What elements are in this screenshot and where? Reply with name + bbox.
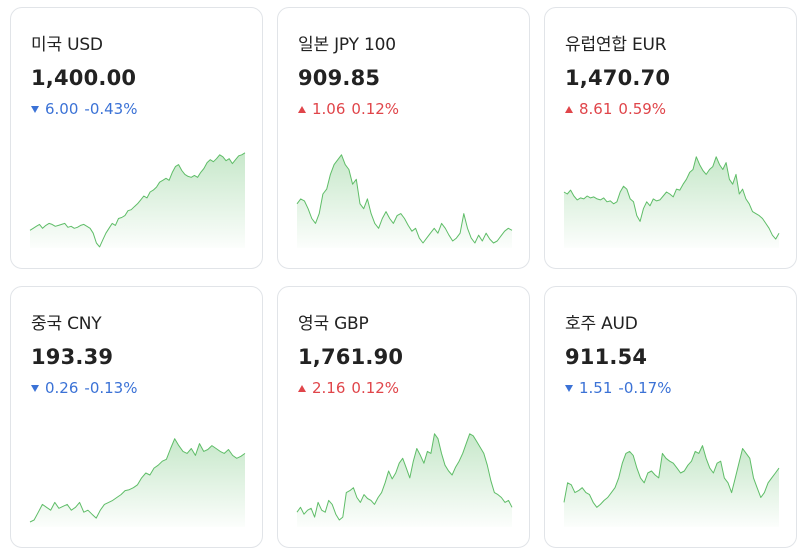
- sparkline-line: [563, 156, 780, 240]
- currency-name: 영국 GBP: [298, 314, 369, 334]
- sparkline-line: [29, 438, 246, 523]
- currency-card-jpy[interactable]: 일본 JPY 100 909.85 1.06 0.12%: [277, 7, 530, 269]
- exchange-rate-value: 1,400.00: [31, 66, 137, 90]
- change-indicator: 1.51 -0.17%: [565, 379, 671, 397]
- change-percent: -0.43%: [84, 100, 138, 118]
- currency-card-aud[interactable]: 호주 AUD 911.54 1.51 -0.17%: [544, 286, 797, 548]
- currency-name: 호주 AUD: [565, 314, 638, 334]
- sparkline-area: [30, 438, 245, 527]
- up-arrow-icon: [298, 105, 306, 113]
- sparkline-chart: [563, 445, 780, 527]
- sparkline-area: [297, 433, 512, 527]
- change-percent: 0.12%: [351, 100, 400, 118]
- change-amount: 8.61: [579, 100, 613, 118]
- down-arrow-icon: [31, 105, 39, 113]
- exchange-rate-value: 911.54: [565, 345, 648, 369]
- sparkline-area: [297, 154, 512, 248]
- change-amount: 1.51: [579, 379, 613, 397]
- sparkline-area: [564, 445, 779, 527]
- currency-name: 미국 USD: [31, 35, 103, 55]
- sparkline-line: [29, 152, 246, 248]
- currency-name: 일본 JPY 100: [298, 35, 396, 55]
- currency-card-usd[interactable]: 미국 USD 1,400.00 6.00 -0.43%: [10, 7, 263, 269]
- change-percent: -0.17%: [618, 379, 672, 397]
- exchange-rate-value: 1,761.90: [298, 345, 404, 369]
- currency-name: 유럽연합 EUR: [565, 35, 667, 55]
- change-amount: 1.06: [312, 100, 346, 118]
- currency-card-cny[interactable]: 중국 CNY 193.39 0.26 -0.13%: [10, 286, 263, 548]
- sparkline-chart: [296, 154, 513, 248]
- sparkline-line: [296, 154, 513, 244]
- change-amount: 6.00: [45, 100, 79, 118]
- change-indicator: 0.26 -0.13%: [31, 379, 137, 397]
- sparkline-area: [30, 152, 245, 248]
- sparkline-chart: [296, 433, 513, 527]
- change-indicator: 1.06 0.12%: [298, 100, 399, 118]
- down-arrow-icon: [565, 384, 573, 392]
- sparkline-line: [296, 433, 513, 521]
- change-amount: 2.16: [312, 379, 346, 397]
- exchange-rate-value: 909.85: [298, 66, 381, 90]
- sparkline-chart: [29, 438, 246, 527]
- sparkline-chart: [563, 156, 780, 248]
- change-indicator: 8.61 0.59%: [565, 100, 666, 118]
- up-arrow-icon: [298, 384, 306, 392]
- exchange-rate-value: 1,470.70: [565, 66, 671, 90]
- down-arrow-icon: [31, 384, 39, 392]
- change-percent: 0.12%: [351, 379, 400, 397]
- exchange-rate-value: 193.39: [31, 345, 114, 369]
- currency-name: 중국 CNY: [31, 314, 102, 334]
- up-arrow-icon: [565, 105, 573, 113]
- currency-card-eur[interactable]: 유럽연합 EUR 1,470.70 8.61 0.59%: [544, 7, 797, 269]
- change-percent: -0.13%: [84, 379, 138, 397]
- change-indicator: 6.00 -0.43%: [31, 100, 137, 118]
- change-amount: 0.26: [45, 379, 79, 397]
- currency-card-gbp[interactable]: 영국 GBP 1,761.90 2.16 0.12%: [277, 286, 530, 548]
- sparkline-area: [564, 156, 779, 248]
- sparkline-line: [563, 445, 780, 508]
- change-percent: 0.59%: [618, 100, 667, 118]
- change-indicator: 2.16 0.12%: [298, 379, 399, 397]
- sparkline-chart: [29, 152, 246, 248]
